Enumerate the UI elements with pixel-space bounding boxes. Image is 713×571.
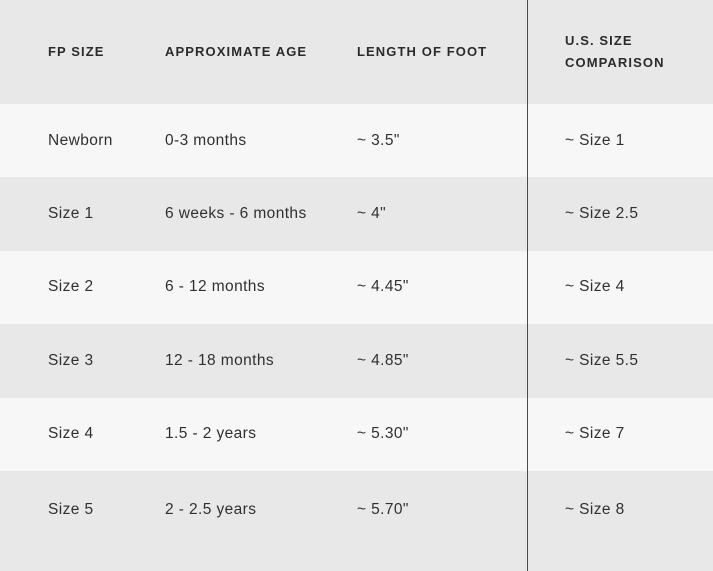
header-fp-size: FP SIZE xyxy=(48,44,105,59)
table-body: Newborn 0-3 months ~ 3.5" ~ Size 1 Size 1 6 w… xyxy=(0,104,713,571)
header-length-of-foot: LENGTH OF FOOT xyxy=(357,44,488,59)
table-row: Size 3 12 - 18 months ~ 4.85" ~ Size 5.5 xyxy=(0,324,713,397)
us-size-cell: ~ Size 4 xyxy=(565,278,625,296)
age-cell: 0-3 months xyxy=(165,131,247,149)
fp-size-cell: Size 4 xyxy=(48,425,94,443)
age-cell: 2 - 2.5 years xyxy=(165,500,257,518)
us-size-cell: ~ Size 8 xyxy=(565,500,625,518)
us-size-cell: ~ Size 2.5 xyxy=(565,205,639,223)
fp-size-cell: Size 3 xyxy=(48,351,94,369)
fp-size-cell: Newborn xyxy=(48,131,113,149)
foot-length-cell: ~ 4.85" xyxy=(357,351,409,369)
fp-size-cell: Size 5 xyxy=(48,500,94,518)
table-row: Newborn 0-3 months ~ 3.5" ~ Size 1 xyxy=(0,104,713,178)
us-size-cell: ~ Size 7 xyxy=(565,425,625,443)
column-divider xyxy=(527,0,528,571)
header-row: FP SIZE APPROXIMATE AGE LENGTH OF FOOT U… xyxy=(0,0,713,104)
us-size-cell: ~ Size 5.5 xyxy=(565,351,639,369)
fp-size-cell: Size 1 xyxy=(48,205,94,223)
age-cell: 6 - 12 months xyxy=(165,278,265,296)
table-row: Size 1 6 weeks - 6 months ~ 4" ~ Size 2.5 xyxy=(0,177,713,250)
header-approximate-age: APPROXIMATE AGE xyxy=(165,44,308,59)
foot-length-cell: ~ 5.30" xyxy=(357,425,409,443)
foot-length-cell: ~ 3.5" xyxy=(357,131,400,149)
foot-length-cell: ~ 5.70" xyxy=(357,500,409,518)
foot-length-cell: ~ 4" xyxy=(357,205,387,223)
age-cell: 12 - 18 months xyxy=(165,351,274,369)
fp-size-cell: Size 2 xyxy=(48,278,94,296)
table-row: Size 4 1.5 - 2 years ~ 5.30" ~ Size 7 xyxy=(0,397,713,471)
table-row: Size 5 2 - 2.5 years ~ 5.70" ~ Size 8 xyxy=(0,471,713,571)
foot-length-cell: ~ 4.45" xyxy=(357,278,409,296)
header-us-size-comparison: U.S. SIZE COMPARISON xyxy=(565,33,665,70)
age-cell: 1.5 - 2 years xyxy=(165,425,257,443)
us-size-cell: ~ Size 1 xyxy=(565,131,625,149)
age-cell: 6 weeks - 6 months xyxy=(165,205,307,223)
table-row: Size 2 6 - 12 months ~ 4.45" ~ Size 4 xyxy=(0,250,713,325)
